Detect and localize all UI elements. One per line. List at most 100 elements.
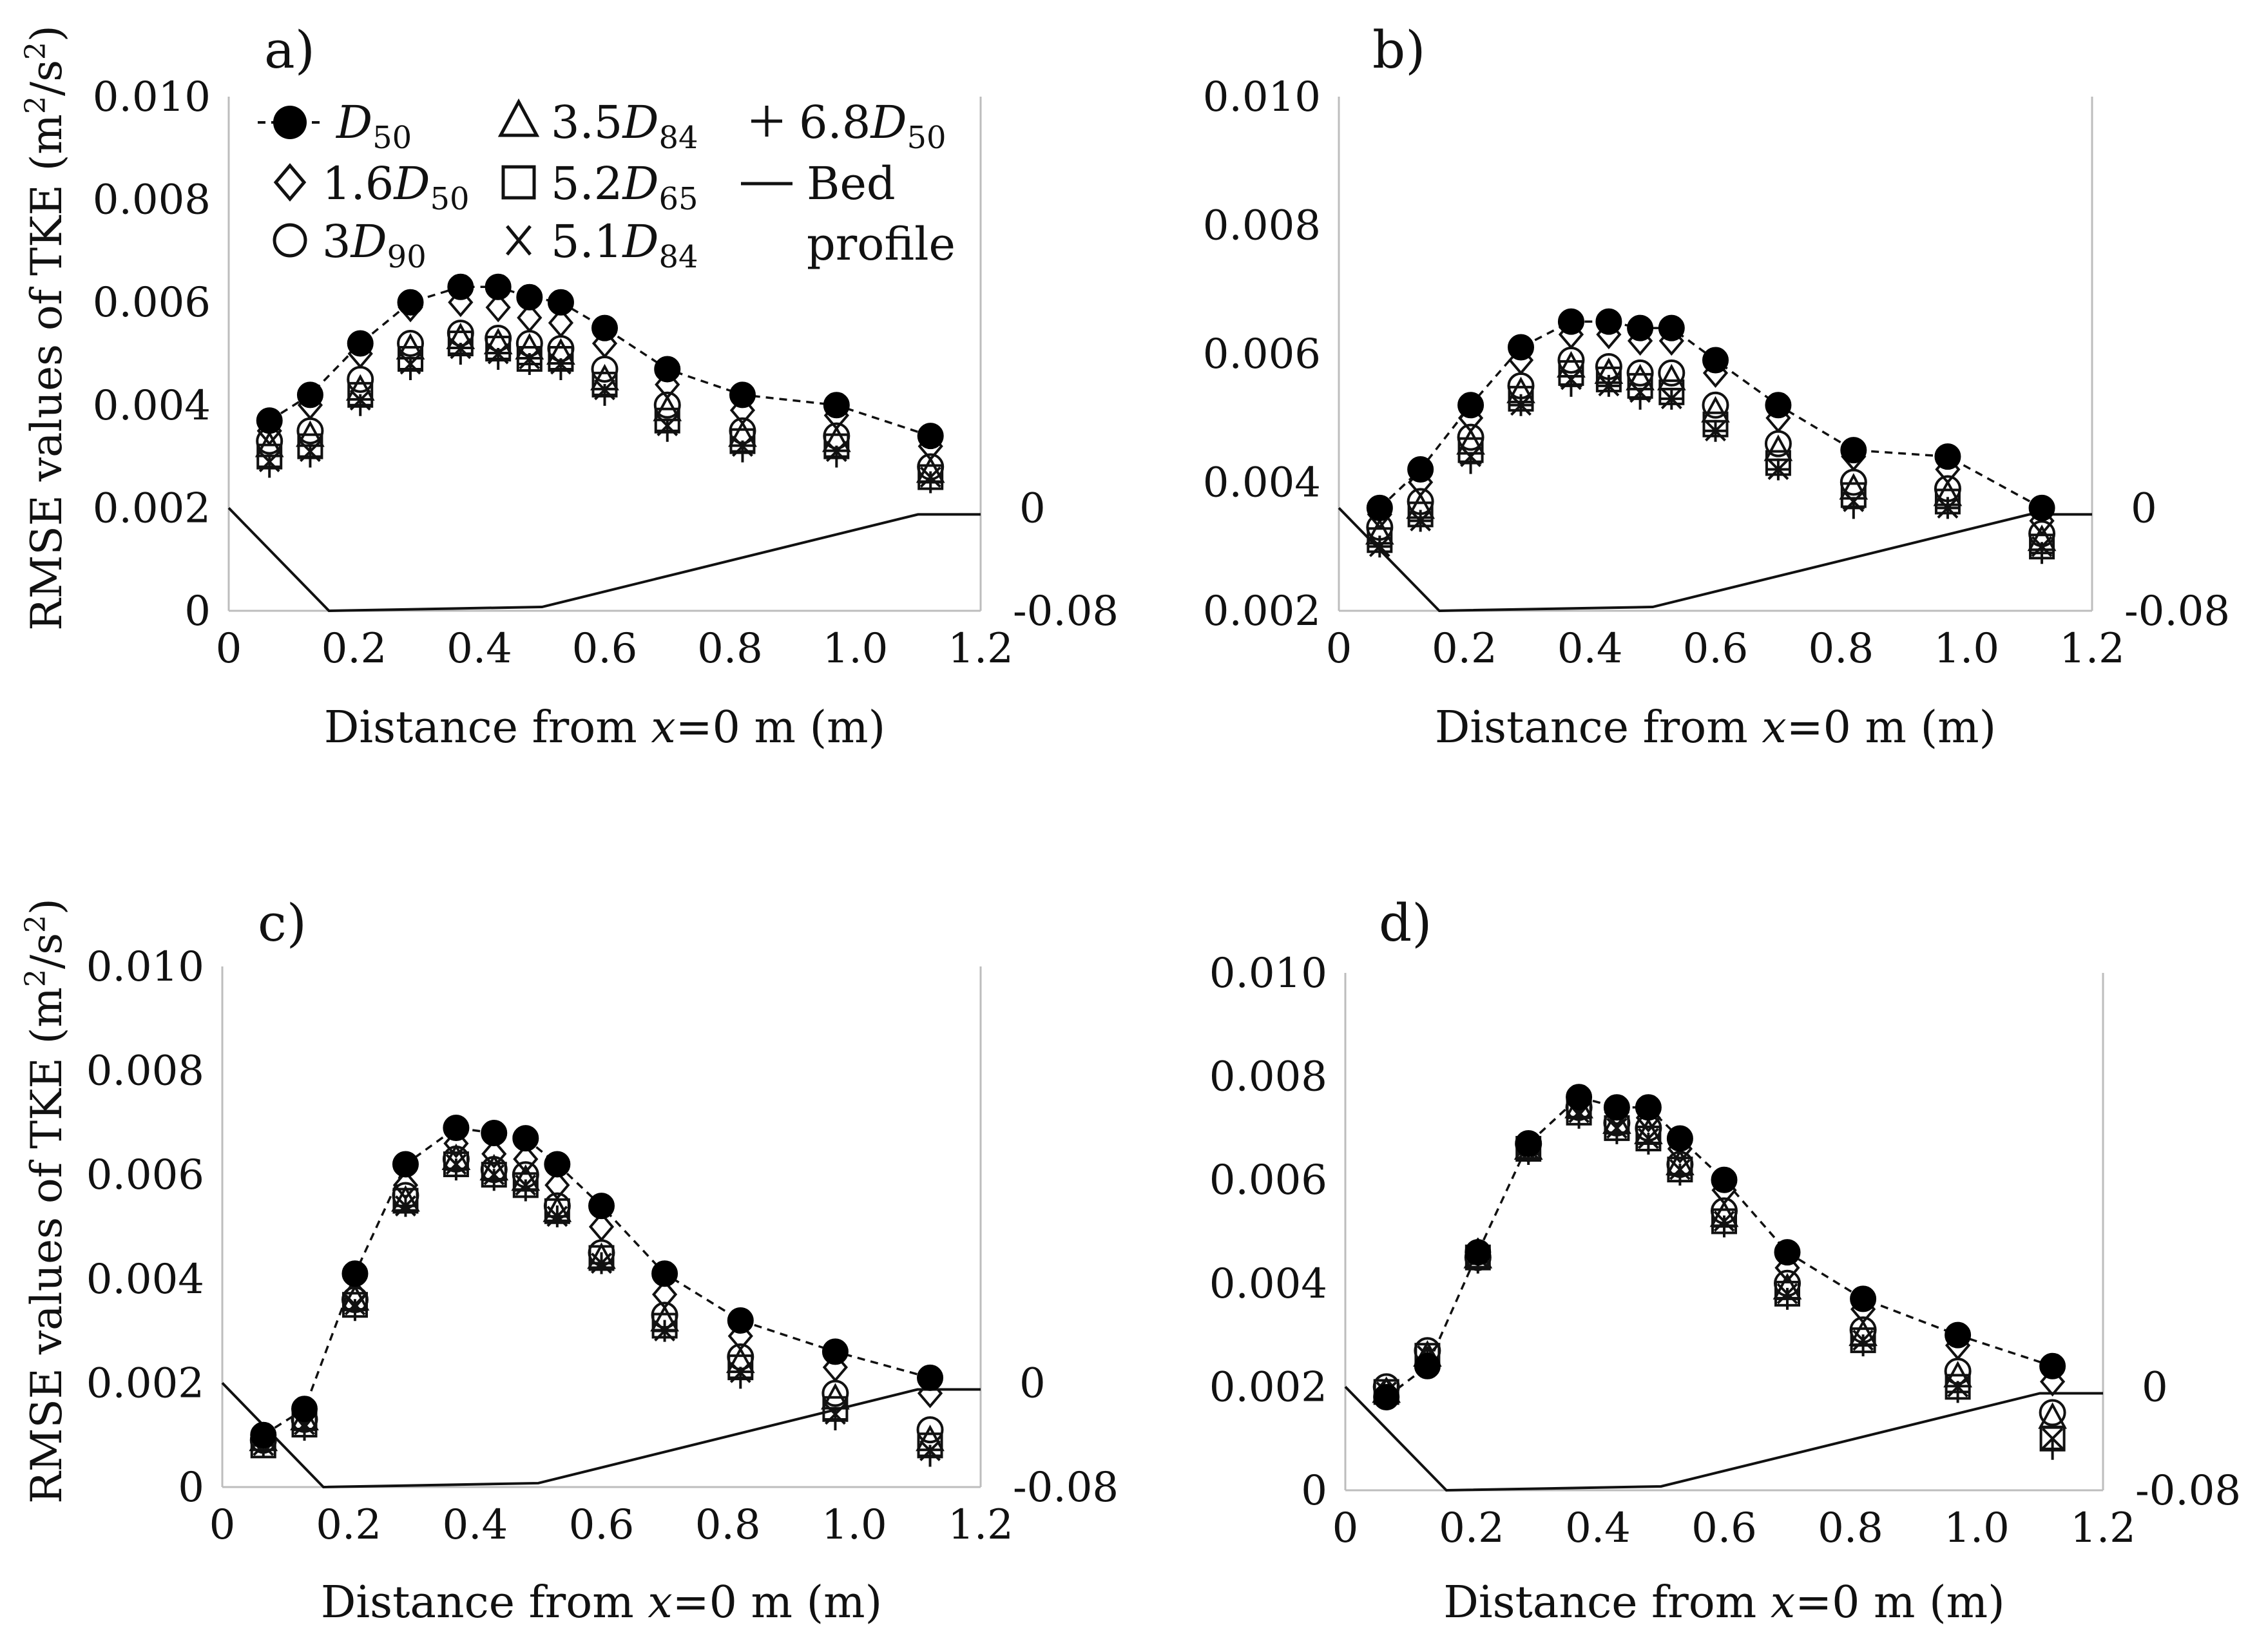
data-point: [653, 394, 682, 421]
data-point: [1457, 392, 1484, 419]
x-tick-label: 0.2: [322, 625, 387, 673]
legend-label-sub: 50: [430, 181, 469, 217]
x-title-prefix: Distance from: [1435, 702, 1762, 753]
x-title-var: x: [1771, 1577, 1795, 1628]
data-point: [1840, 437, 1867, 464]
data-point: [441, 1143, 471, 1170]
data-point: [546, 338, 575, 365]
x-title-suffix: =0 m (m): [1795, 1577, 2005, 1628]
data-point: [1457, 423, 1484, 451]
legend-entry: D50: [258, 96, 412, 156]
y-tick-label: 0.010: [1203, 73, 1321, 121]
x-tick-label: 0.8: [1808, 625, 1874, 673]
y-tick-label: 0.002: [1203, 588, 1321, 635]
data-point: [1658, 359, 1686, 387]
data-point: [1774, 1239, 1801, 1266]
data-point: [1765, 392, 1792, 419]
y-tick-label: 0.006: [86, 1151, 204, 1199]
y-title-prefix: RMSE values of TKE (m: [22, 114, 72, 631]
x-axis-title: Distance from x=0 m (m): [324, 702, 885, 753]
right-axis-tick-label: -0.08: [2124, 588, 2230, 635]
legend-label: 3D90: [322, 215, 427, 275]
data-point: [653, 391, 681, 419]
data-point: [291, 1396, 318, 1423]
y-tick-label: 0.008: [93, 177, 211, 224]
legend-label-italic: D: [621, 215, 658, 268]
x-title-var: x: [1762, 702, 1786, 753]
right-axis-tick-label: 0: [1019, 485, 1046, 532]
data-point: [727, 1354, 754, 1381]
series-5.2D65: [1373, 1099, 2066, 1452]
series-3.5D84: [1365, 351, 2057, 552]
bed-profile-line: [1344, 1386, 2103, 1492]
data-point: [513, 1144, 539, 1175]
data-point: [1934, 475, 1961, 503]
legend-label: 5.2D65: [551, 157, 698, 217]
data-point: [1666, 1151, 1694, 1178]
legend-label: D50: [335, 96, 412, 156]
series-D50: [1373, 1084, 2066, 1410]
data-point: [1701, 396, 1730, 423]
data-point: [917, 1364, 944, 1391]
x-axis-title: Distance from x=0 m (m): [1435, 702, 1996, 753]
data-point: [396, 332, 425, 360]
data-point: [587, 1242, 616, 1269]
y-tick-label: 0.004: [1203, 459, 1321, 507]
legend-label-italic: D: [335, 96, 372, 149]
data-point: [917, 453, 945, 481]
data-point: [1849, 1319, 1878, 1347]
y-tick-label: 0.002: [86, 1359, 204, 1407]
data-point: [345, 374, 375, 401]
data-point: [1557, 351, 1586, 378]
data-point: [729, 417, 756, 445]
data-point: [296, 420, 325, 447]
x-tick-label: 0.4: [1565, 1504, 1631, 1552]
y-tick-label: 0.008: [1209, 1053, 1327, 1101]
data-point: [823, 392, 850, 419]
data-point: [729, 395, 756, 425]
data-point: [447, 331, 474, 357]
data-point: [2039, 1367, 2066, 1397]
data-point: [1407, 456, 1434, 483]
data-point: [1627, 314, 1654, 341]
legend-label: Bed: [807, 157, 896, 210]
y-tick-label: 0.002: [1209, 1363, 1327, 1411]
data-point: [917, 423, 944, 450]
data-point: [1366, 494, 1393, 521]
data-point: [1702, 347, 1729, 374]
y-tick-label: 0: [178, 1464, 204, 1512]
data-point: [1594, 357, 1624, 384]
series-D50: [250, 1114, 944, 1448]
x-title-suffix: =0 m (m): [676, 702, 886, 753]
data-point: [347, 330, 374, 357]
data-point: [651, 1279, 678, 1310]
x-tick-label: 0.8: [697, 625, 763, 673]
right-axis-tick-label: -0.08: [1013, 1464, 1119, 1512]
data-point: [1850, 1327, 1876, 1354]
legend-label-prefix: 5.1: [551, 215, 622, 268]
x-tick-label: 0.8: [695, 1501, 761, 1549]
data-point: [258, 456, 281, 478]
x-axis-title: Distance from x=0 m (m): [321, 1577, 882, 1628]
legend-entry: 3.5D84: [497, 96, 698, 156]
data-point: [1666, 1148, 1695, 1176]
data-point: [392, 1151, 419, 1178]
x-tick-label: 0: [216, 625, 242, 673]
data-point: [916, 1416, 944, 1444]
data-point: [1635, 1094, 1662, 1121]
data-point: [1406, 492, 1436, 519]
data-point: [485, 273, 512, 300]
legend-label-sub: 84: [658, 120, 698, 156]
data-point: [480, 1156, 508, 1184]
data-point: [651, 1260, 678, 1287]
y-title-sup: 2: [19, 96, 52, 114]
y-title-sup2: 2: [19, 42, 52, 60]
data-point: [296, 381, 323, 408]
legend-label-prefix: 6.8: [799, 96, 870, 149]
data-point: [822, 1352, 849, 1383]
y-tick-label: 0.004: [86, 1256, 204, 1303]
legend-marker: [497, 98, 540, 137]
y-tick-label: 0.010: [86, 943, 204, 991]
data-point: [391, 1185, 420, 1212]
